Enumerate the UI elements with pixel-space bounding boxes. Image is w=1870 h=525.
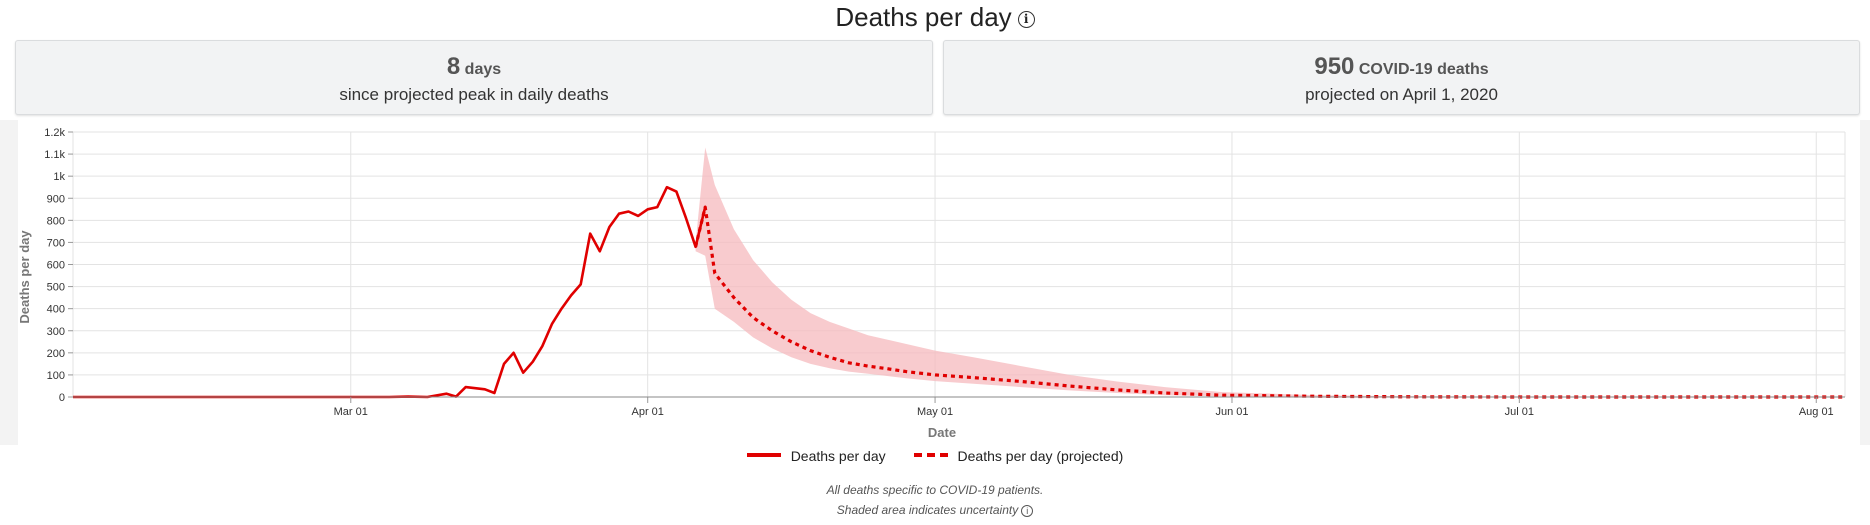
x-tick-label: Jul 01 (1505, 406, 1534, 418)
chart-header: Deaths per day i (0, 0, 1870, 36)
y-tick-label: 200 (47, 348, 65, 360)
uncertainty-layer (695, 147, 1845, 397)
y-tick-label: 600 (47, 260, 65, 272)
days-since-peak-card: 8 days since projected peak in daily dea… (15, 40, 933, 115)
x-tick-label: Mar 01 (334, 406, 368, 418)
x-tick-label: Apr 01 (631, 406, 663, 418)
legend-item-actual[interactable]: Deaths per day (746, 448, 886, 464)
y-tick-label: 1.1k (44, 149, 65, 161)
days-since-peak-unit: days (464, 61, 502, 78)
axis-layer: 0 100 200 300 400 500 600 700 800 900 1k 1.1k 1.2k Ma… (44, 127, 1845, 418)
info-icon[interactable]: i (1021, 505, 1034, 517)
projected-deaths-caption: projected on April 1, 2020 (1305, 85, 1498, 104)
info-icon[interactable]: i (1017, 11, 1035, 28)
legend-label-actual: Deaths per day (790, 448, 886, 464)
legend-swatch-solid (746, 453, 781, 457)
y-tick-label: 300 (47, 326, 65, 338)
y-tick-label: 1.2k (44, 127, 65, 139)
legend-swatch-dashed (913, 453, 948, 457)
x-tick-label: May 01 (917, 406, 953, 418)
y-tick-label: 500 (47, 282, 65, 294)
y-tick-label: 1k (53, 171, 65, 183)
footnote-uncertainty: Shaded area indicates uncertainty i (0, 503, 1870, 517)
projected-deaths-value: 950 (1314, 53, 1355, 80)
legend-item-projected[interactable]: Deaths per day (projected) (913, 448, 1124, 464)
left-edge-panel (0, 120, 18, 445)
y-axis-label: Deaths per day (17, 230, 32, 324)
footnote-uncertainty-text: Shaded area indicates uncertainty (836, 503, 1019, 517)
uncertainty-band (695, 147, 1845, 397)
legend-label-projected: Deaths per day (projected) (957, 448, 1124, 464)
x-tick-label: Aug 01 (1799, 406, 1834, 418)
days-since-peak-stat: 8 days (16, 53, 932, 81)
right-edge-panel (1860, 120, 1870, 445)
series-line-projected (694, 205, 1845, 399)
footnote-deaths: All deaths specific to COVID-19 patients… (826, 483, 1044, 497)
y-tick-label: 700 (47, 237, 65, 249)
projected-deaths-unit: COVID-19 deaths (1358, 61, 1489, 78)
projected-deaths-card: 950 COVID-19 deaths projected on April 1… (943, 40, 1860, 115)
days-since-peak-caption: since projected peak in daily deaths (339, 85, 609, 104)
y-tick-label: 100 (47, 370, 65, 382)
y-tick-label: 800 (47, 215, 65, 227)
projected-deaths-stat: 950 COVID-19 deaths (944, 53, 1859, 81)
series-line-actual (73, 185, 707, 399)
days-since-peak-value: 8 (446, 53, 461, 80)
y-tick-label: 900 (47, 193, 65, 205)
x-tick-label: Jun 01 (1215, 406, 1248, 418)
chart-legend: Deaths per day Deaths per day (projected… (0, 448, 1870, 464)
chart-title: Deaths per day (835, 2, 1012, 32)
y-tick-label: 400 (47, 304, 65, 316)
deaths-per-day-chart: 0 100 200 300 400 500 600 700 800 900 1k 1.1k 1.2k Ma… (0, 120, 1870, 445)
y-tick-label: 0 (59, 392, 65, 404)
x-axis-label: Date (928, 425, 956, 440)
